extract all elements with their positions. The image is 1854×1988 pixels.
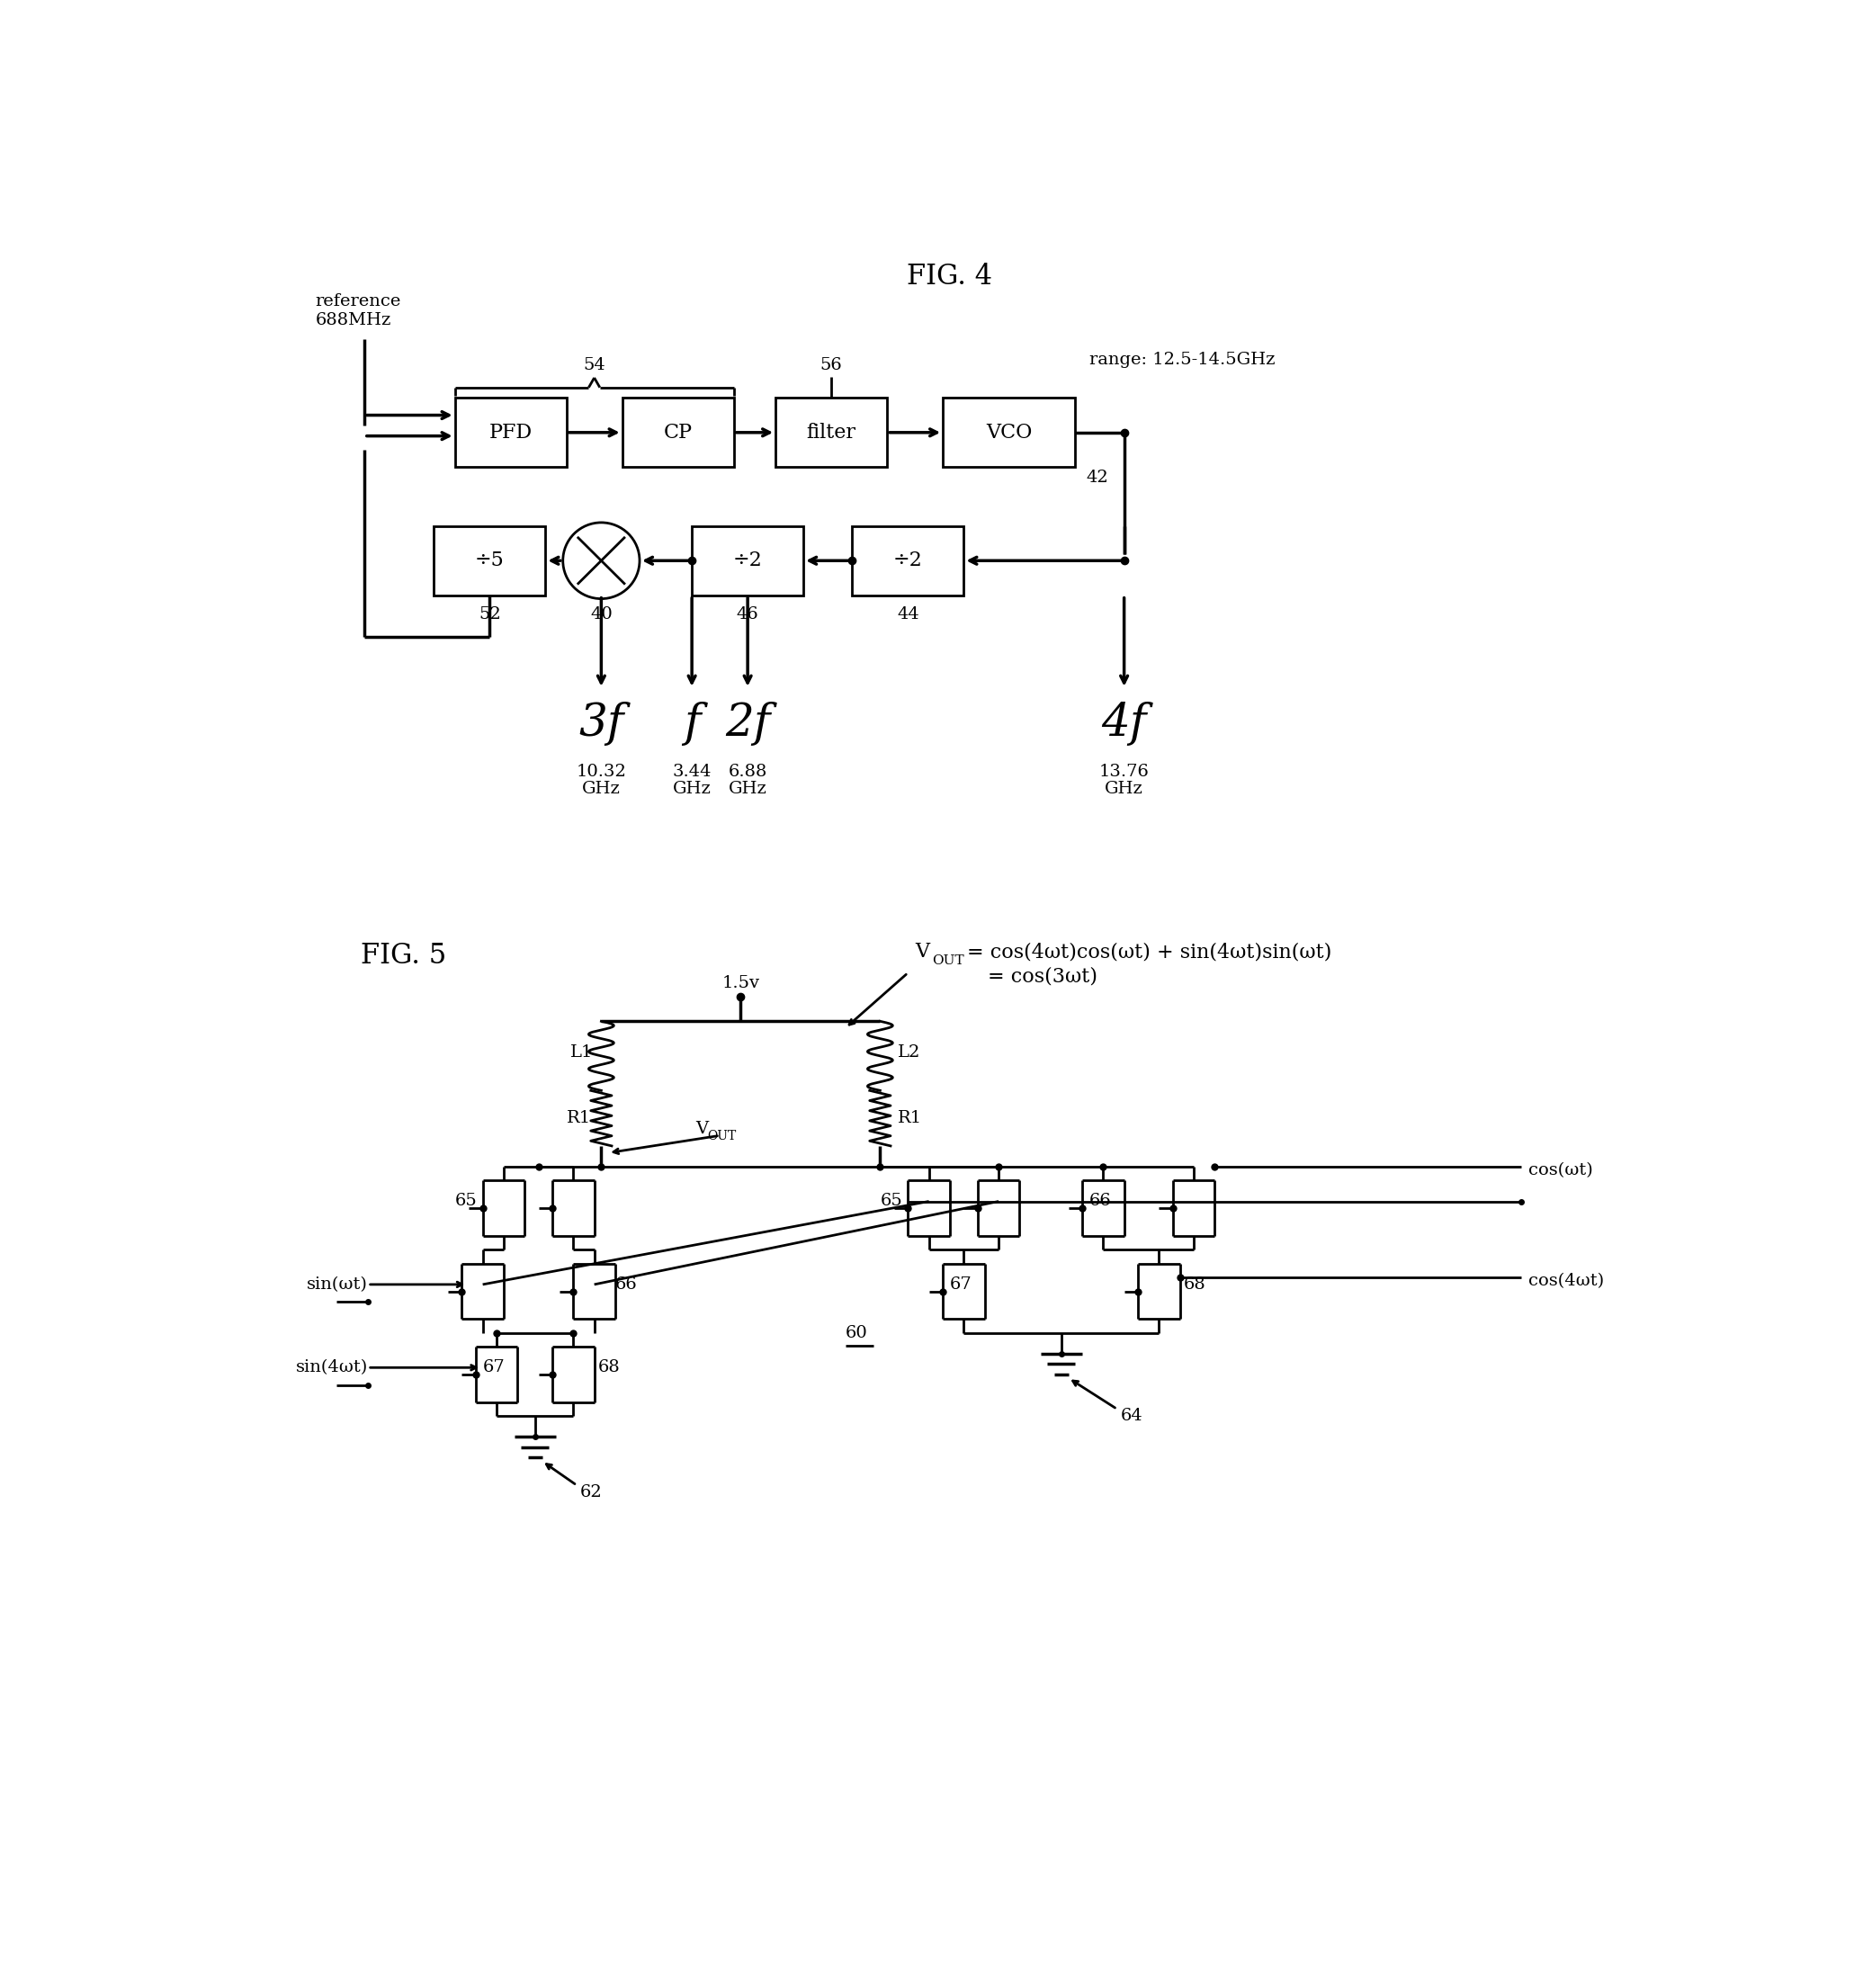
Text: 1.5v: 1.5v	[721, 974, 760, 992]
Text: f: f	[684, 702, 701, 746]
Text: PFD: PFD	[489, 423, 532, 443]
Text: OUT: OUT	[706, 1129, 736, 1143]
Text: GHz: GHz	[673, 781, 712, 797]
Text: 6.88: 6.88	[729, 763, 768, 779]
Text: 68: 68	[597, 1360, 619, 1376]
Bar	[454, 398, 565, 467]
Text: reference: reference	[315, 292, 400, 308]
Text: 54: 54	[584, 358, 606, 374]
Text: 3f: 3f	[578, 702, 625, 746]
Text: 66: 66	[1090, 1193, 1112, 1209]
Text: ÷2: ÷2	[732, 551, 762, 571]
Text: V: V	[695, 1121, 708, 1137]
Text: V: V	[916, 942, 929, 962]
Text: 67: 67	[482, 1360, 504, 1376]
Text: GHz: GHz	[1105, 781, 1144, 797]
Text: 688MHz: 688MHz	[315, 312, 391, 328]
Text: OUT: OUT	[933, 954, 964, 966]
Text: FIG. 5: FIG. 5	[362, 942, 447, 970]
Text: 3.44: 3.44	[673, 763, 712, 779]
Bar	[853, 527, 964, 594]
Text: 56: 56	[819, 358, 842, 374]
Bar	[692, 527, 803, 594]
Text: 64: 64	[1120, 1408, 1142, 1423]
Text: 10.32: 10.32	[577, 763, 627, 779]
Bar	[434, 527, 545, 594]
Text: 67: 67	[949, 1276, 971, 1292]
Bar	[944, 398, 1075, 467]
Text: GHz: GHz	[729, 781, 768, 797]
Text: range: 12.5-14.5GHz: range: 12.5-14.5GHz	[1090, 352, 1276, 368]
Text: sin(ωt): sin(ωt)	[306, 1276, 367, 1292]
Text: 44: 44	[897, 606, 920, 622]
Text: = cos(4ωt)cos(ωt) + sin(4ωt)sin(ωt): = cos(4ωt)cos(ωt) + sin(4ωt)sin(ωt)	[968, 942, 1331, 962]
Text: L2: L2	[897, 1044, 920, 1060]
Text: cos(4ωt): cos(4ωt)	[1528, 1272, 1604, 1288]
Text: ÷5: ÷5	[475, 551, 504, 571]
Text: R1: R1	[897, 1109, 921, 1127]
Text: 42: 42	[1086, 469, 1109, 485]
Text: filter: filter	[806, 423, 857, 443]
Text: 68: 68	[1183, 1276, 1205, 1292]
Text: 2f: 2f	[725, 702, 769, 746]
Text: 65: 65	[454, 1193, 476, 1209]
Text: 60: 60	[845, 1324, 868, 1342]
Text: L1: L1	[569, 1044, 593, 1060]
Text: cos(ωt): cos(ωt)	[1528, 1163, 1593, 1179]
Bar	[775, 398, 886, 467]
Text: VCO: VCO	[986, 423, 1033, 443]
Text: 65: 65	[881, 1193, 903, 1209]
Bar	[623, 398, 734, 467]
Text: 4f: 4f	[1101, 702, 1148, 746]
Text: 52: 52	[478, 606, 501, 622]
Text: GHz: GHz	[582, 781, 621, 797]
Text: 46: 46	[736, 606, 758, 622]
Text: 40: 40	[590, 606, 612, 622]
Text: 62: 62	[580, 1485, 603, 1501]
Text: 13.76: 13.76	[1099, 763, 1149, 779]
Text: ÷2: ÷2	[894, 551, 923, 571]
Text: 66: 66	[616, 1276, 638, 1292]
Text: = cos(3ωt): = cos(3ωt)	[988, 966, 1098, 986]
Text: sin(4ωt): sin(4ωt)	[295, 1360, 367, 1376]
Text: R1: R1	[565, 1109, 591, 1127]
Text: FIG. 4: FIG. 4	[907, 262, 992, 290]
Text: CP: CP	[664, 423, 692, 443]
